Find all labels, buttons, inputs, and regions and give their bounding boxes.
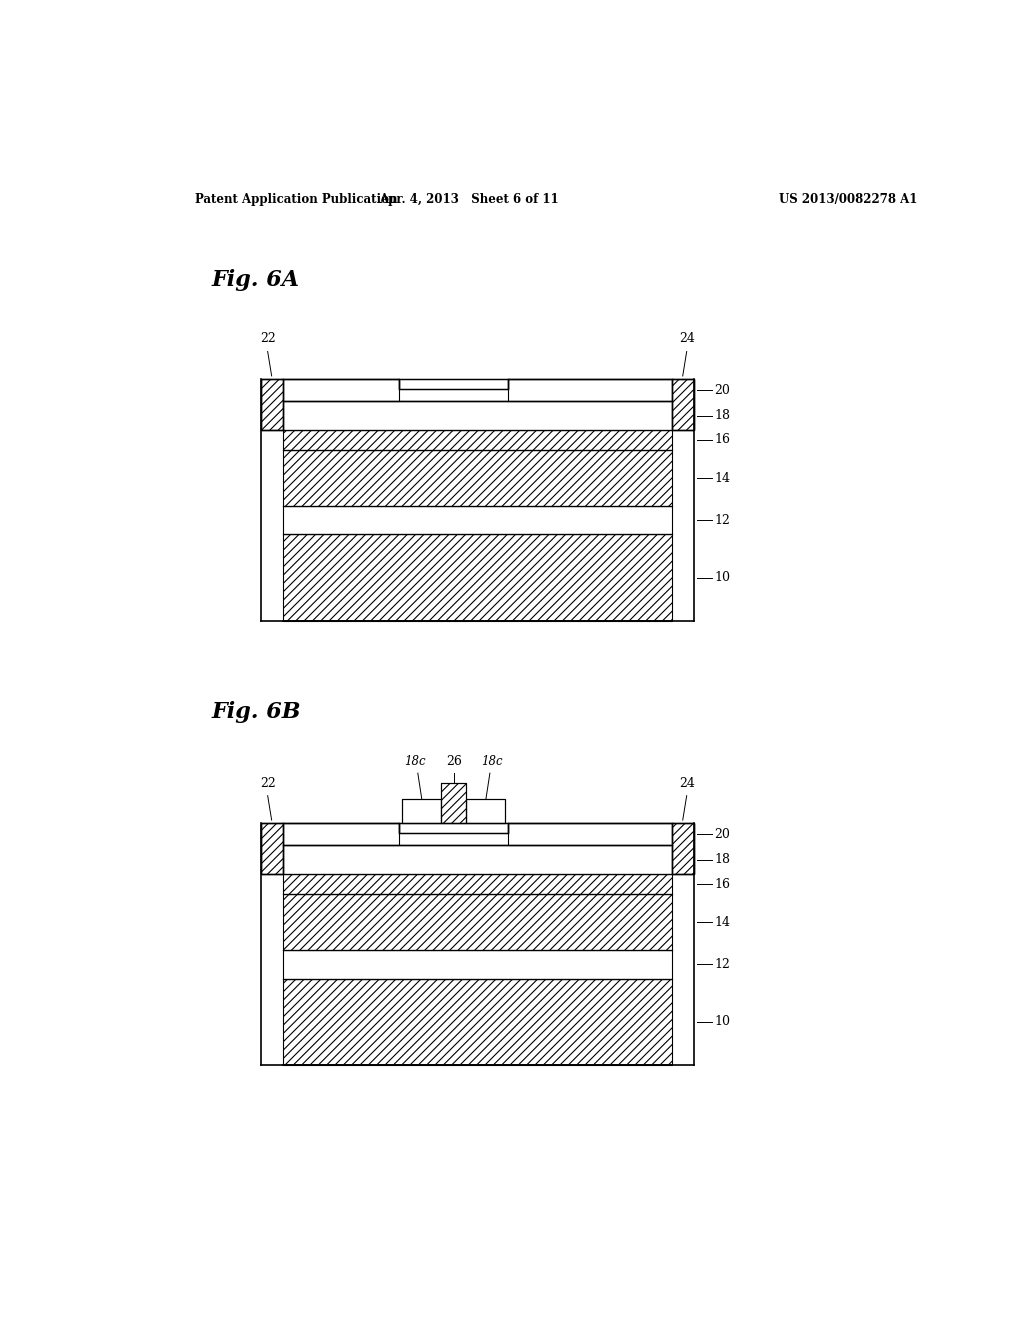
- Text: 16: 16: [715, 878, 730, 891]
- Bar: [399, 824, 508, 833]
- Bar: [672, 824, 694, 874]
- Text: 18: 18: [715, 409, 730, 422]
- Text: 20: 20: [715, 384, 730, 396]
- Text: Fig. 6B: Fig. 6B: [211, 701, 301, 723]
- Bar: [260, 824, 283, 874]
- Bar: [402, 799, 441, 824]
- Bar: [399, 379, 508, 389]
- Text: 10: 10: [715, 1015, 730, 1028]
- Bar: [283, 450, 672, 506]
- Bar: [508, 824, 672, 846]
- Bar: [283, 950, 672, 978]
- Bar: [672, 824, 694, 874]
- Bar: [283, 846, 672, 874]
- Bar: [283, 506, 672, 535]
- Text: US 2013/0082278 A1: US 2013/0082278 A1: [778, 193, 918, 206]
- Text: 14: 14: [715, 471, 730, 484]
- Text: Fig. 6A: Fig. 6A: [211, 269, 299, 292]
- Bar: [441, 783, 467, 824]
- Bar: [283, 430, 672, 450]
- Bar: [283, 874, 672, 894]
- Text: 20: 20: [715, 828, 730, 841]
- Text: 12: 12: [715, 958, 730, 972]
- Text: 10: 10: [715, 572, 730, 585]
- Text: Patent Application Publication: Patent Application Publication: [196, 193, 398, 206]
- Text: 16: 16: [715, 433, 730, 446]
- Bar: [283, 894, 672, 950]
- Text: 22: 22: [260, 776, 275, 789]
- Bar: [467, 799, 506, 824]
- Bar: [283, 401, 672, 430]
- Bar: [283, 379, 399, 401]
- Text: 12: 12: [715, 513, 730, 527]
- Bar: [283, 535, 672, 620]
- Bar: [508, 379, 672, 401]
- Text: 22: 22: [260, 333, 275, 346]
- Bar: [467, 799, 506, 824]
- Bar: [672, 379, 694, 430]
- Text: 18: 18: [715, 853, 730, 866]
- Text: 24: 24: [679, 333, 694, 346]
- Text: 18c: 18c: [481, 755, 503, 768]
- Text: 18c: 18c: [404, 755, 426, 768]
- Bar: [260, 824, 283, 874]
- Bar: [441, 783, 467, 824]
- Text: 14: 14: [715, 916, 730, 929]
- Bar: [260, 379, 283, 430]
- Text: Apr. 4, 2013   Sheet 6 of 11: Apr. 4, 2013 Sheet 6 of 11: [380, 193, 559, 206]
- Bar: [283, 978, 672, 1065]
- Bar: [672, 379, 694, 430]
- Bar: [402, 799, 441, 824]
- Text: 24: 24: [679, 776, 694, 789]
- Bar: [283, 824, 399, 846]
- Bar: [260, 379, 283, 430]
- Text: 26: 26: [445, 755, 462, 768]
